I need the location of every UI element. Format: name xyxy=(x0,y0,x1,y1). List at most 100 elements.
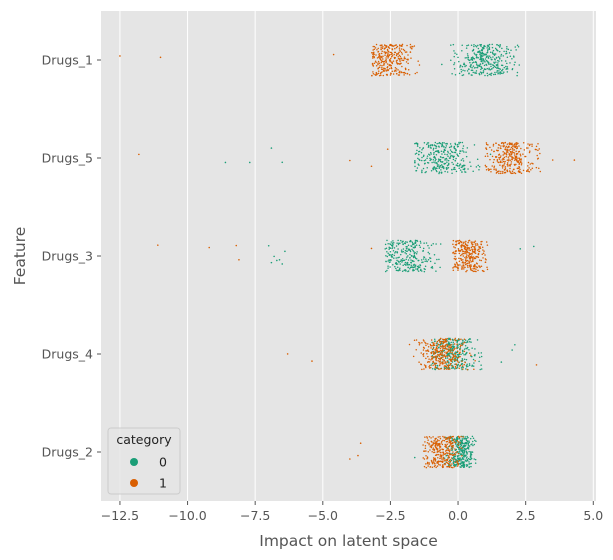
data-point xyxy=(427,162,430,164)
data-point xyxy=(449,338,452,341)
data-point xyxy=(503,50,505,53)
data-point xyxy=(434,441,437,443)
data-point xyxy=(393,257,395,259)
data-point xyxy=(411,260,414,262)
data-point xyxy=(425,450,427,452)
data-point xyxy=(434,352,436,354)
data-point xyxy=(439,159,441,161)
data-point xyxy=(422,355,425,357)
data-point xyxy=(395,44,398,46)
outlier-point xyxy=(332,53,335,56)
data-point xyxy=(430,358,433,360)
data-point xyxy=(523,149,526,151)
data-point xyxy=(463,252,465,255)
data-point xyxy=(393,70,396,72)
data-point xyxy=(447,446,450,448)
data-point xyxy=(493,167,495,169)
data-point xyxy=(514,164,516,166)
data-point xyxy=(462,259,464,261)
data-point xyxy=(446,161,448,163)
data-point xyxy=(444,153,446,155)
data-point xyxy=(435,342,438,344)
data-point xyxy=(483,270,485,273)
data-point xyxy=(448,162,450,165)
x-axis-label: Impact on latent space xyxy=(259,532,438,550)
data-point xyxy=(500,155,502,157)
data-point xyxy=(388,261,391,263)
data-point xyxy=(414,241,416,243)
data-point xyxy=(474,240,477,242)
data-point xyxy=(450,154,452,157)
data-point xyxy=(400,57,402,60)
outlier-point xyxy=(370,247,373,250)
data-point xyxy=(418,361,420,363)
data-point xyxy=(490,65,492,68)
data-point xyxy=(373,48,376,51)
data-point xyxy=(500,60,503,62)
data-point xyxy=(381,60,384,63)
data-point xyxy=(526,170,528,172)
data-point xyxy=(454,448,456,450)
data-point xyxy=(507,149,509,151)
data-point xyxy=(418,343,421,346)
data-point xyxy=(519,153,522,156)
data-point xyxy=(448,460,450,463)
data-point xyxy=(485,241,488,243)
data-point xyxy=(518,160,520,162)
data-point xyxy=(444,149,446,152)
data-point xyxy=(457,463,460,466)
data-point xyxy=(470,242,473,245)
data-point xyxy=(454,352,457,355)
data-point xyxy=(501,172,504,174)
data-point xyxy=(429,465,432,468)
data-point xyxy=(472,358,475,361)
data-point xyxy=(480,68,482,71)
data-point xyxy=(454,454,456,456)
data-point xyxy=(442,342,445,344)
data-point xyxy=(377,47,379,50)
outlier-point xyxy=(284,250,286,253)
data-point xyxy=(506,150,508,153)
data-point xyxy=(450,356,452,358)
data-point xyxy=(464,256,466,259)
data-point xyxy=(510,152,512,154)
data-point xyxy=(463,247,466,250)
data-point xyxy=(423,340,425,342)
data-point xyxy=(407,69,410,71)
data-point xyxy=(440,160,442,163)
data-point xyxy=(404,252,406,254)
data-point xyxy=(450,346,452,348)
data-point xyxy=(423,270,426,273)
outlier-point xyxy=(281,161,284,164)
data-point xyxy=(477,164,479,167)
data-point xyxy=(424,268,426,271)
data-point xyxy=(473,439,476,442)
data-point xyxy=(467,436,469,439)
data-point xyxy=(385,73,388,76)
data-point xyxy=(428,253,431,255)
data-point xyxy=(471,248,473,250)
data-point xyxy=(426,353,428,355)
data-point xyxy=(449,149,452,151)
data-point xyxy=(460,435,462,438)
data-point xyxy=(442,458,445,460)
data-point xyxy=(454,452,457,454)
data-point xyxy=(442,358,444,361)
data-point xyxy=(506,48,508,50)
data-point xyxy=(458,459,460,462)
data-point xyxy=(493,54,496,57)
x-tick-label: −5.0 xyxy=(308,508,338,523)
data-point xyxy=(448,346,451,349)
data-point xyxy=(429,257,432,260)
data-point xyxy=(474,250,476,253)
outlier-point xyxy=(497,56,500,58)
data-point xyxy=(473,362,475,364)
data-point xyxy=(380,61,383,64)
data-point xyxy=(405,252,408,255)
data-point xyxy=(479,44,481,46)
data-point xyxy=(458,367,460,370)
data-point xyxy=(460,259,463,261)
data-point xyxy=(395,263,398,265)
data-point xyxy=(439,342,442,345)
data-point xyxy=(444,365,447,368)
